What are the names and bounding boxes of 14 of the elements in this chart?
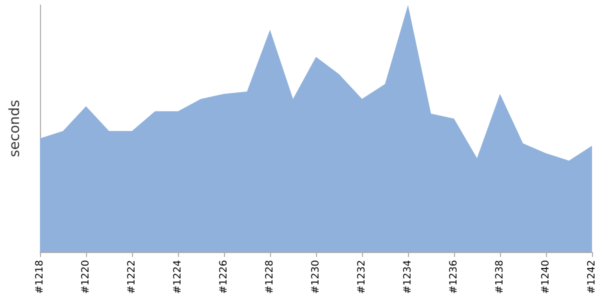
- x-tick-label: #1240: [540, 260, 552, 294]
- x-tick-label: #1234: [402, 260, 414, 294]
- x-tick-label: #1228: [264, 260, 276, 294]
- x-tick-label: #1226: [218, 260, 230, 294]
- x-tick-label: #1220: [80, 260, 92, 294]
- x-tick-label: #1242: [586, 260, 598, 294]
- x-tick-label: #1236: [448, 260, 460, 294]
- x-tick-label: #1238: [494, 260, 506, 294]
- x-tick-label: #1230: [310, 260, 322, 294]
- y-axis-title: seconds: [7, 100, 23, 158]
- x-tick-label: #1222: [126, 260, 138, 294]
- x-tick-label: #1218: [34, 260, 46, 294]
- x-tick-label: #1224: [172, 260, 184, 294]
- x-tick-label: #1232: [356, 260, 368, 294]
